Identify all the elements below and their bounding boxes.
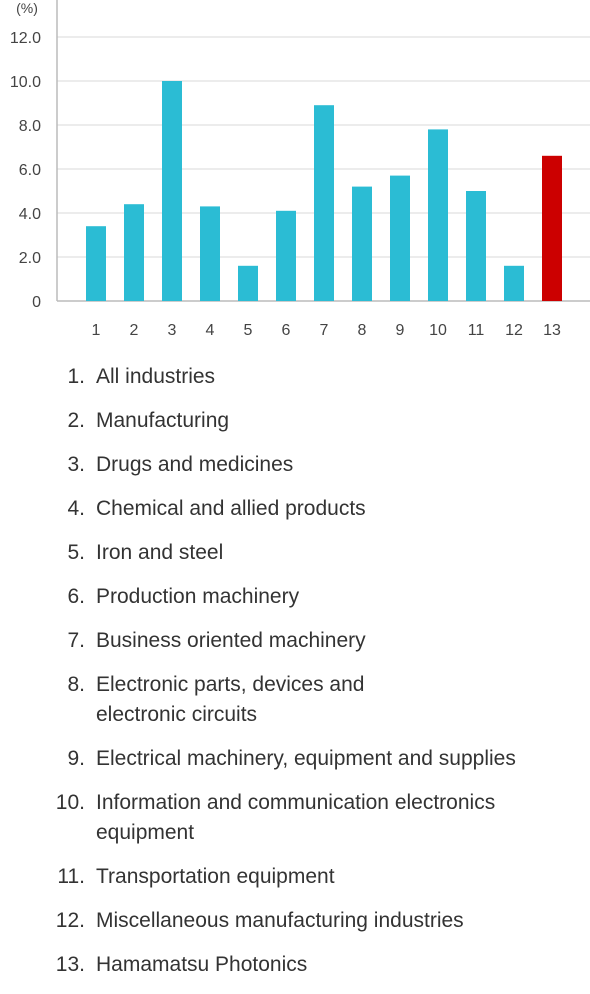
legend-item: 7. Business oriented machinery — [0, 626, 590, 656]
legend-item: 10. Information and communication electr… — [0, 788, 590, 848]
bar-chart: (%)02.04.06.08.010.012.01 2 3 4 5 6 7 8 9 10 11 12 1… — [10, 0, 590, 339]
legend-item: 9. Electrical machinery, equipment and s… — [0, 744, 590, 774]
legend-number: 11. — [57, 865, 85, 888]
legend-number: 10. — [55, 791, 85, 814]
y-unit-label: (%) — [16, 0, 38, 16]
bar — [238, 265, 258, 301]
x-tick-label: 10 — [429, 322, 447, 339]
bar — [428, 129, 448, 301]
legend-label: Production machinery — [96, 585, 300, 608]
legend-number: 3. — [67, 453, 85, 476]
y-tick-label: 12.0 — [10, 30, 41, 47]
legend-label: Manufacturing — [96, 409, 230, 432]
x-tick-label: 1 — [92, 322, 101, 339]
category-legend: 1. All industries 2. Manufacturing 3. Dr… — [0, 362, 590, 994]
legend-number: 12. — [55, 909, 85, 932]
legend-label: Chemical and allied products — [96, 497, 366, 520]
bar — [390, 175, 410, 301]
legend-number: 1. — [67, 365, 85, 388]
legend-number: 5. — [67, 541, 85, 564]
bar — [86, 226, 106, 301]
legend-label: Electrical machinery, equipment and supp… — [96, 747, 516, 770]
legend-number: 9. — [67, 747, 85, 770]
legend-item: 2. Manufacturing — [0, 406, 590, 436]
legend-number: 13. — [55, 953, 85, 976]
x-tick-label: 13 — [543, 322, 561, 339]
legend-label: Electronic parts, devices and electronic… — [96, 673, 365, 726]
x-tick-label: 3 — [168, 322, 177, 339]
x-tick-label: 9 — [396, 322, 405, 339]
bar — [200, 206, 220, 301]
legend-number: 8. — [67, 673, 85, 696]
y-tick-label: 0 — [32, 294, 41, 311]
legend-label: All industries — [96, 365, 216, 388]
legend-item: 11. Transportation equipment — [0, 862, 590, 892]
legend-label: Business oriented machinery — [96, 629, 366, 652]
y-tick-label: 6.0 — [19, 162, 41, 179]
legend-label: Iron and steel — [96, 541, 224, 564]
legend-label: Miscellaneous manufacturing industries — [96, 909, 464, 932]
legend-label: Hamamatsu Photonics — [96, 953, 308, 976]
y-tick-label: 2.0 — [19, 250, 41, 267]
legend-item: 13. Hamamatsu Photonics — [0, 950, 590, 980]
x-tick-label: 11 — [468, 322, 485, 339]
legend-label: Information and communication electronic… — [96, 791, 496, 844]
bar — [162, 81, 182, 301]
x-tick-label: 6 — [282, 322, 291, 339]
y-tick-label: 4.0 — [19, 206, 41, 223]
x-tick-label: 12 — [505, 322, 523, 339]
legend-number: 7. — [67, 629, 85, 652]
bar — [314, 105, 334, 301]
legend-item: 6. Production machinery — [0, 582, 590, 612]
y-tick-label: 10.0 — [10, 74, 41, 91]
legend-item: 5. Iron and steel — [0, 538, 590, 568]
bar — [542, 155, 562, 301]
bar — [466, 191, 486, 301]
bar — [504, 265, 524, 301]
x-tick-label: 4 — [206, 322, 215, 339]
x-tick-label: 8 — [358, 322, 367, 339]
x-tick-label: 7 — [320, 322, 329, 339]
x-tick-label: 2 — [130, 322, 139, 339]
legend-item: 8. Electronic parts, devices and electro… — [0, 670, 590, 730]
legend-item: 3. Drugs and medicines — [0, 450, 590, 480]
legend-item: 1. All industries — [0, 362, 590, 392]
bar — [124, 204, 144, 301]
bar — [352, 186, 372, 301]
legend-number: 6. — [67, 585, 85, 608]
legend-number: 2. — [67, 409, 85, 432]
legend-item: 4. Chemical and allied products — [0, 494, 590, 524]
x-tick-label: 5 — [244, 322, 253, 339]
legend-label: Transportation equipment — [96, 865, 335, 888]
legend-label: Drugs and medicines — [96, 453, 294, 476]
y-tick-label: 8.0 — [19, 118, 41, 135]
legend-number: 4. — [67, 497, 85, 520]
legend-item: 12. Miscellaneous manufacturing industri… — [0, 906, 590, 936]
bar — [276, 210, 296, 301]
